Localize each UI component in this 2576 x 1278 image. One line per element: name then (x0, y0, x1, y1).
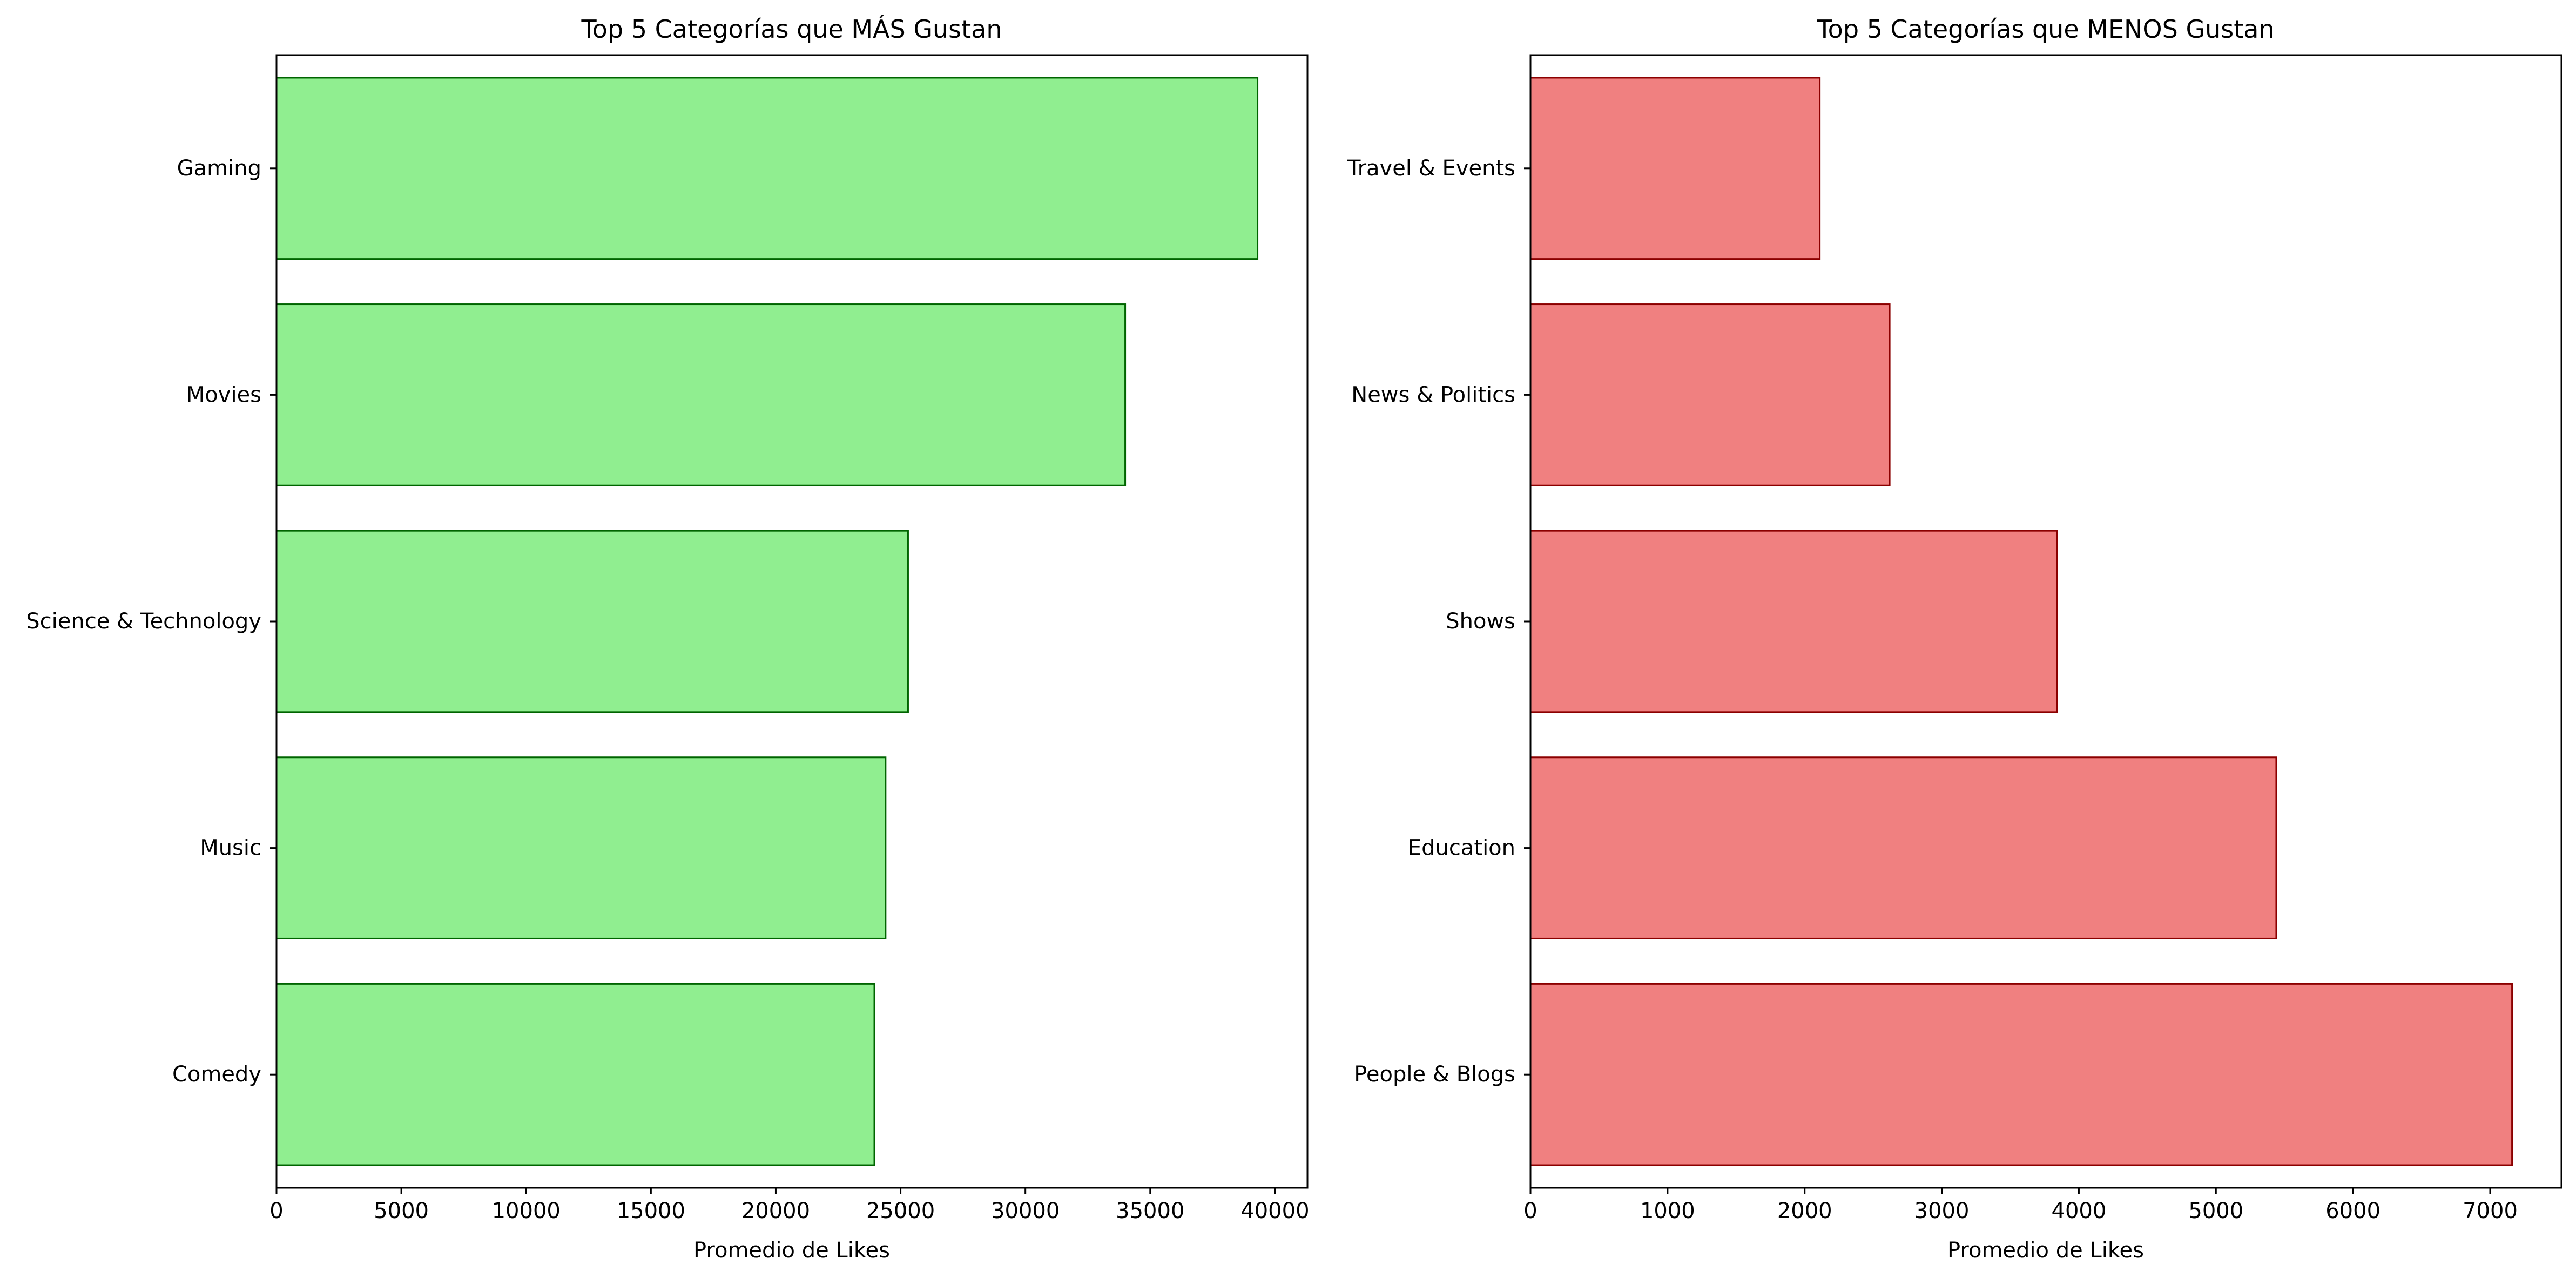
bar (275, 303, 1127, 486)
chart-title: Top 5 Categorías que MENOS Gustan (1816, 15, 2274, 44)
x-tick-label: 20000 (741, 1199, 810, 1223)
x-tick-label: 0 (1523, 1199, 1537, 1223)
chart-title: Top 5 Categorías que MÁS Gustan (581, 15, 1002, 44)
x-axis-label: Promedio de Likes (693, 1238, 890, 1263)
bar (1529, 983, 2513, 1166)
bar (1529, 756, 2277, 939)
x-tick-label: 5000 (2188, 1199, 2243, 1223)
x-tick-label: 10000 (492, 1199, 561, 1223)
bar (1529, 303, 1891, 486)
x-tick-label: 30000 (991, 1199, 1060, 1223)
y-tick-label: Gaming (177, 156, 261, 181)
bar (275, 77, 1259, 260)
x-tick-label: 7000 (2463, 1199, 2518, 1223)
chart-panel-most-liked: Top 5 Categorías que MÁS Gustan Gaming Mo… (26, 15, 1309, 1263)
y-tick-label: People & Blogs (1354, 1062, 1515, 1087)
bar-group (1529, 77, 2513, 1166)
x-axis: 0 5000 10000 15000 20000 25000 30000 35000 40000 (269, 1188, 1310, 1223)
y-tick-label: Music (200, 836, 261, 861)
bar-group (275, 77, 1259, 1166)
y-tick-label: Education (1408, 836, 1515, 861)
x-tick-label: 3000 (1914, 1199, 1970, 1223)
chart-panel-least-liked: Top 5 Categorías que MENOS Gustan Travel… (1347, 15, 2562, 1263)
bar (1529, 77, 1821, 260)
x-tick-label: 5000 (374, 1199, 429, 1223)
x-axis: 0 1000 2000 3000 4000 5000 6000 7000 (1523, 1188, 2518, 1223)
y-tick-label: Movies (186, 382, 261, 407)
y-axis: Gaming Movies Science & Technology Music Com… (26, 156, 277, 1087)
x-axis-label: Promedio de Likes (1947, 1238, 2144, 1263)
x-tick-label: 4000 (2052, 1199, 2107, 1223)
x-tick-label: 0 (269, 1199, 283, 1223)
y-tick-label: News & Politics (1351, 382, 1515, 407)
y-tick-label: Travel & Events (1347, 156, 1515, 181)
bar (275, 530, 909, 713)
x-tick-label: 25000 (866, 1199, 935, 1223)
bar (1529, 530, 2058, 713)
y-axis: Travel & Events News & Politics Shows Educa… (1347, 156, 1530, 1087)
y-tick-label: Shows (1446, 609, 1515, 634)
bar (275, 756, 887, 939)
x-tick-label: 2000 (1777, 1199, 1832, 1223)
x-tick-label: 6000 (2325, 1199, 2381, 1223)
x-tick-label: 1000 (1640, 1199, 1695, 1223)
x-tick-label: 40000 (1240, 1199, 1309, 1223)
x-tick-label: 35000 (1116, 1199, 1184, 1223)
y-tick-label: Science & Technology (26, 609, 261, 634)
y-tick-label: Comedy (172, 1062, 261, 1087)
bar (275, 983, 875, 1166)
x-tick-label: 15000 (617, 1199, 685, 1223)
